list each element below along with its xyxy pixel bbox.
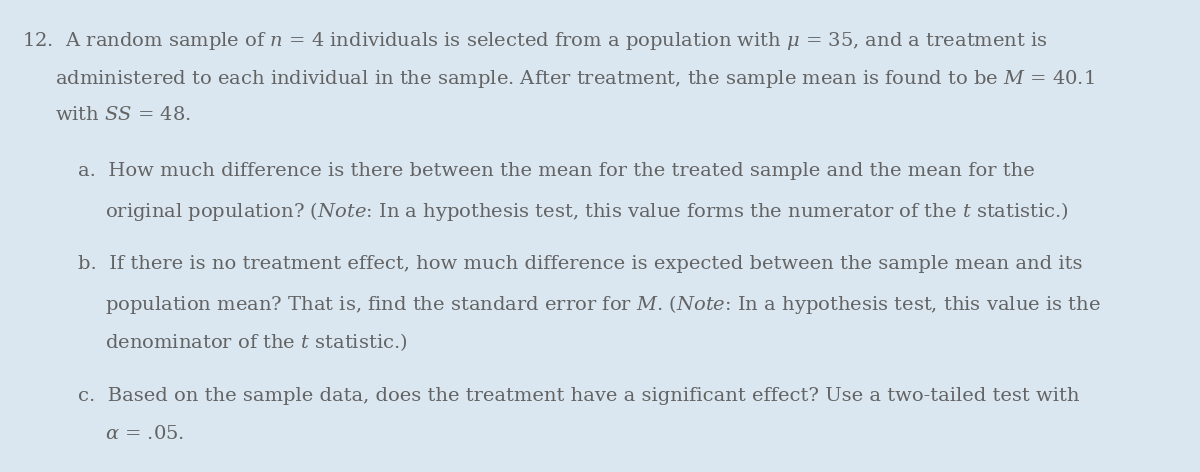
Text: c.  Based on the sample data, does the treatment have a significant effect? Use : c. Based on the sample data, does the tr…: [78, 387, 1080, 405]
Text: b.  If there is no treatment effect, how much difference is expected between the: b. If there is no treatment effect, how …: [78, 255, 1082, 273]
Text: original population? ($Note$: In a hypothesis test, this value forms the numerat: original population? ($Note$: In a hypot…: [106, 200, 1069, 223]
Text: 12.  A random sample of $n$ = 4 individuals is selected from a population with $: 12. A random sample of $n$ = 4 individua…: [22, 30, 1048, 52]
Text: $\alpha$ = .05.: $\alpha$ = .05.: [106, 425, 185, 443]
Text: a.  How much difference is there between the mean for the treated sample and the: a. How much difference is there between …: [78, 162, 1034, 180]
Text: denominator of the $t$ statistic.): denominator of the $t$ statistic.): [106, 331, 407, 353]
Text: administered to each individual in the sample. After treatment, the sample mean : administered to each individual in the s…: [55, 68, 1094, 90]
Text: with $SS$ = 48.: with $SS$ = 48.: [55, 106, 191, 124]
Text: population mean? That is, find the standard error for $M$. ($Note$: In a hypothe: population mean? That is, find the stand…: [106, 293, 1100, 316]
